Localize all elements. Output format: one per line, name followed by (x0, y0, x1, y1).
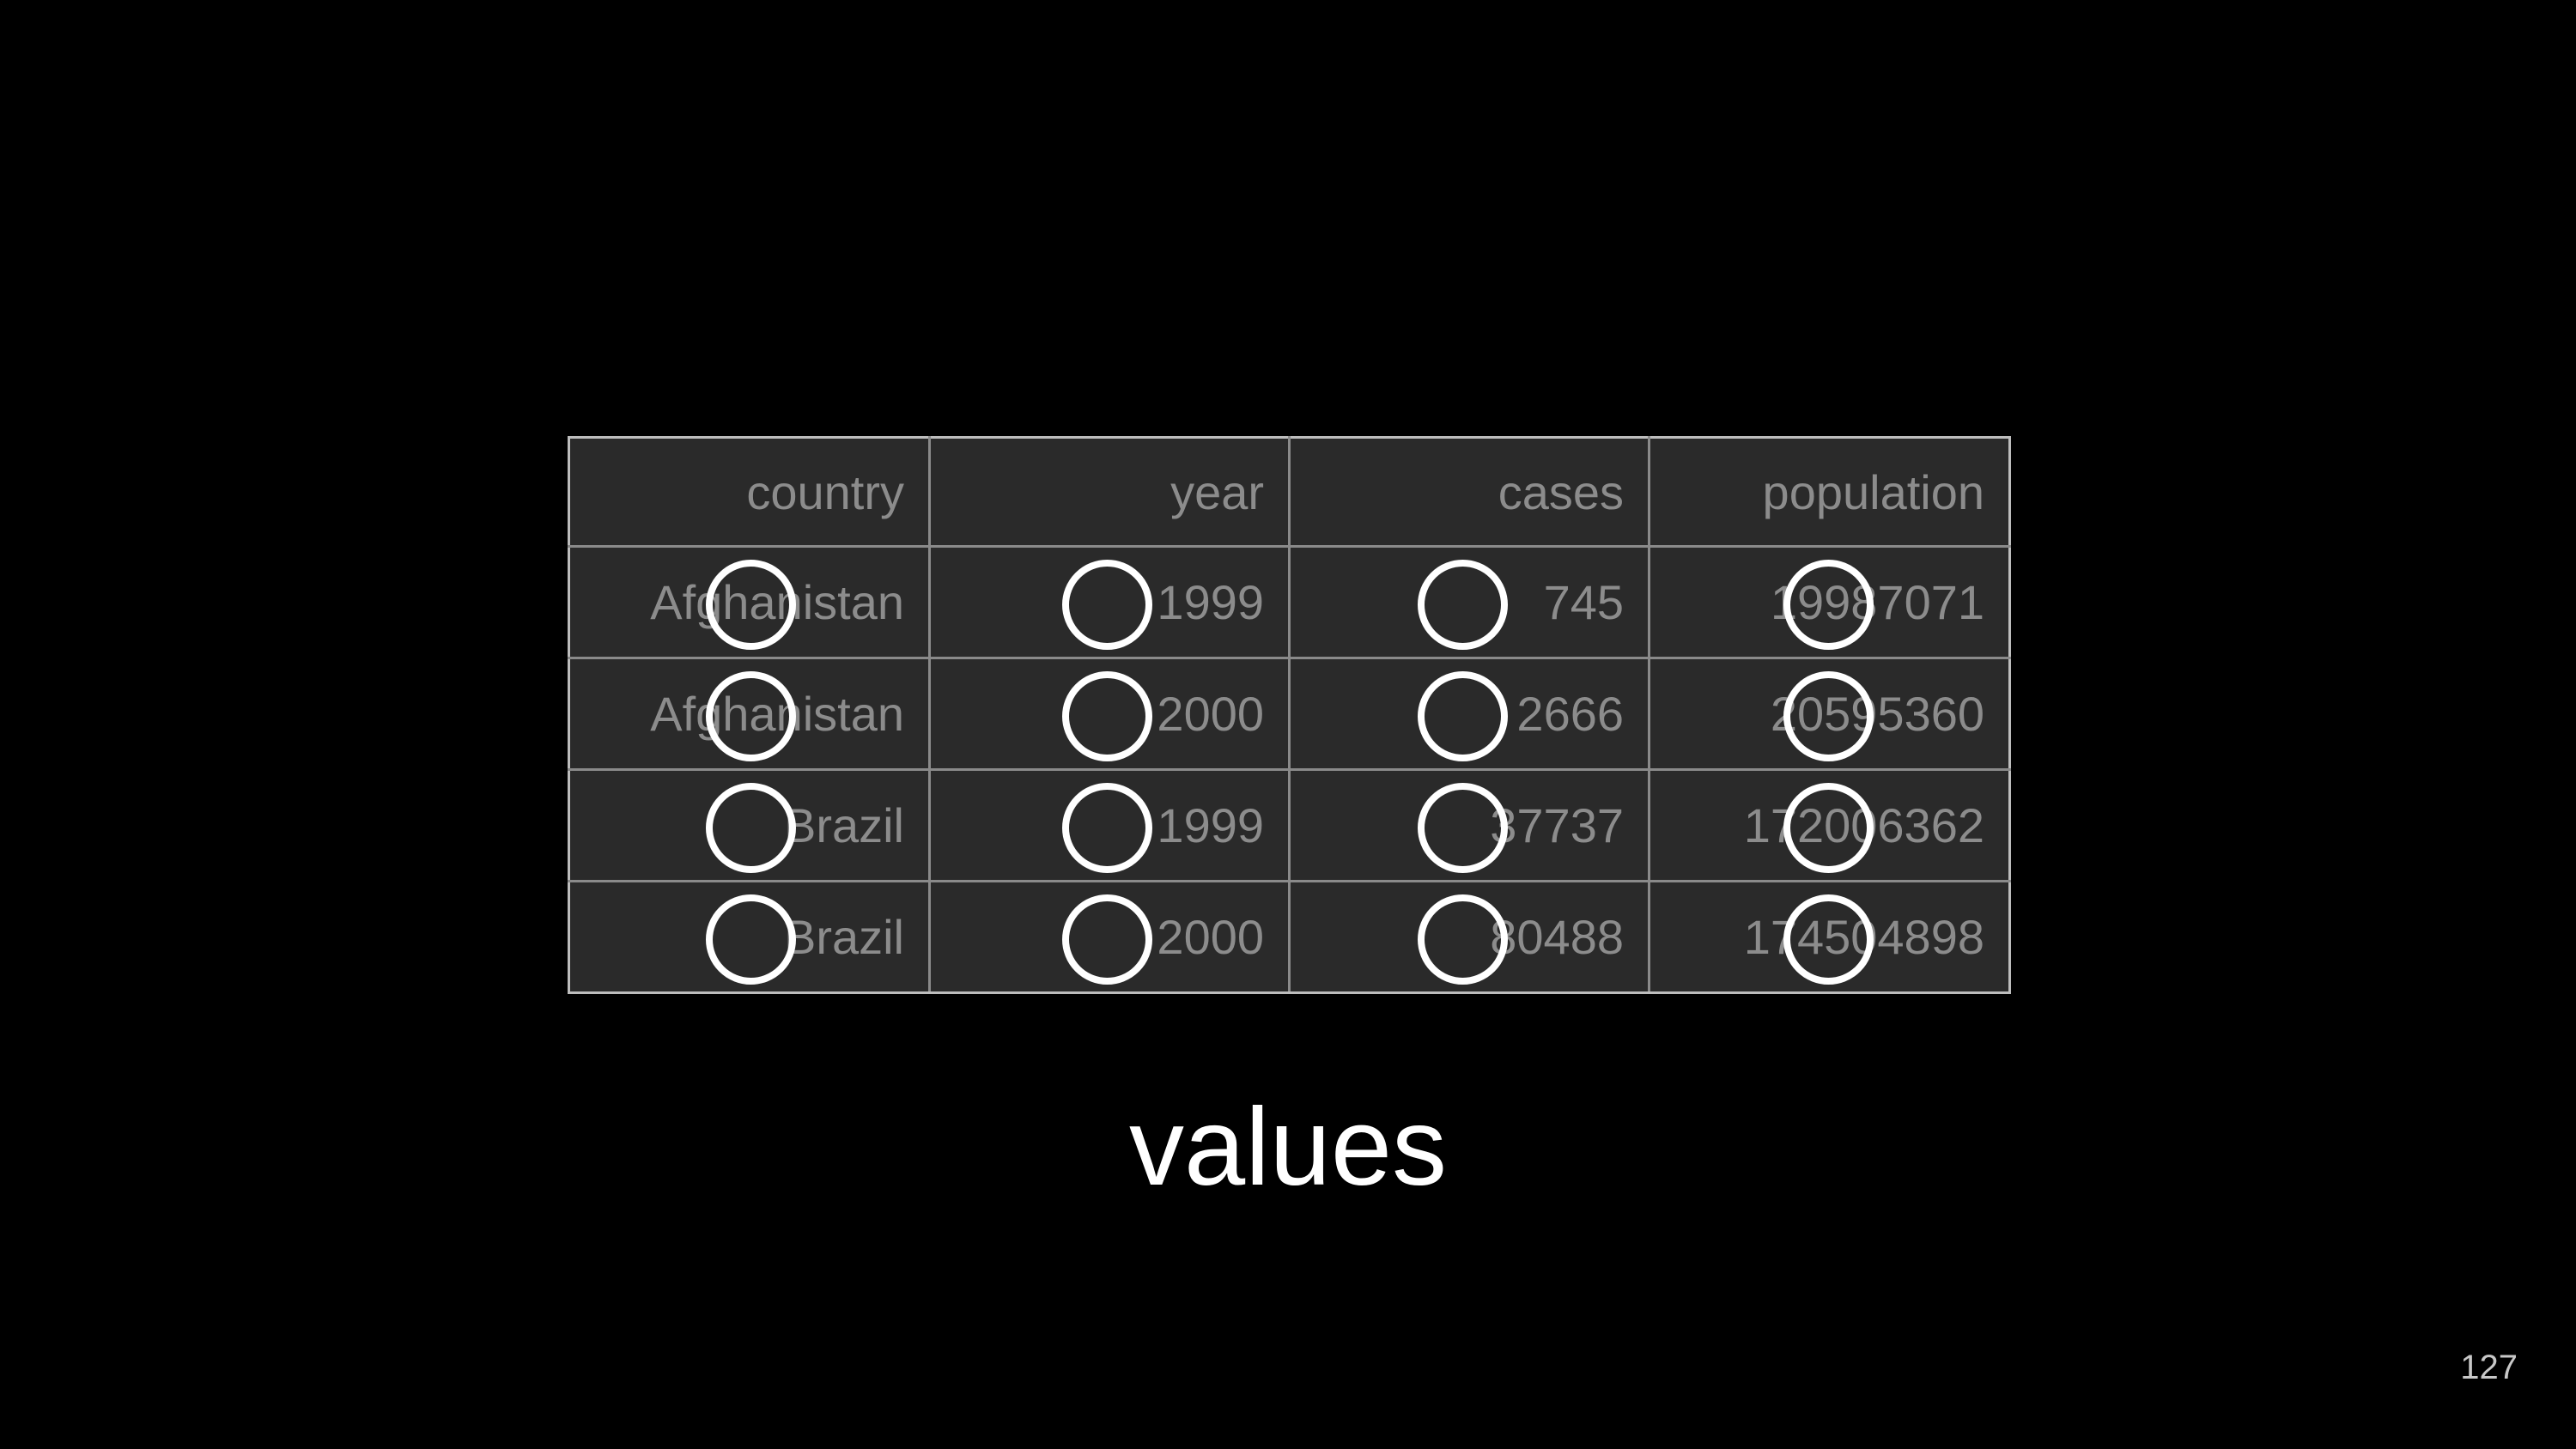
table-cell: 174504898 (1648, 880, 2011, 994)
table-cell: 1999 (928, 768, 1291, 882)
table-header-row: country year cases population (568, 436, 2011, 548)
table-cell: 20595360 (1648, 657, 2011, 771)
table-cell: 19987071 (1648, 545, 2011, 659)
table-cell: 80488 (1288, 880, 1650, 994)
table-cell: 2000 (928, 880, 1291, 994)
table-cell: 1999 (928, 545, 1291, 659)
page-number: 127 (2460, 1349, 2518, 1386)
table-cell: 37737 (1288, 768, 1650, 882)
column-header-cases: cases (1288, 436, 1650, 548)
table-cell: Brazil (568, 880, 931, 994)
table-cell: Afghanistan (568, 545, 931, 659)
table-cell: Afghanistan (568, 657, 931, 771)
table-cell: 2666 (1288, 657, 1650, 771)
table-cell: Brazil (568, 768, 931, 882)
table-row: Brazil 2000 80488 174504898 (568, 880, 2011, 994)
column-header-population: population (1648, 436, 2011, 548)
slide-caption: values (1129, 1086, 1447, 1209)
column-header-year: year (928, 436, 1291, 548)
table-row: Afghanistan 2000 2666 20595360 (568, 657, 2011, 771)
column-header-country: country (568, 436, 931, 548)
table-cell: 172006362 (1648, 768, 2011, 882)
table-cell: 2000 (928, 657, 1291, 771)
table-row: Afghanistan 1999 745 19987071 (568, 545, 2011, 659)
data-table: country year cases population Afghanista… (568, 436, 2011, 994)
table-cell: 745 (1288, 545, 1650, 659)
table-row: Brazil 1999 37737 172006362 (568, 768, 2011, 882)
